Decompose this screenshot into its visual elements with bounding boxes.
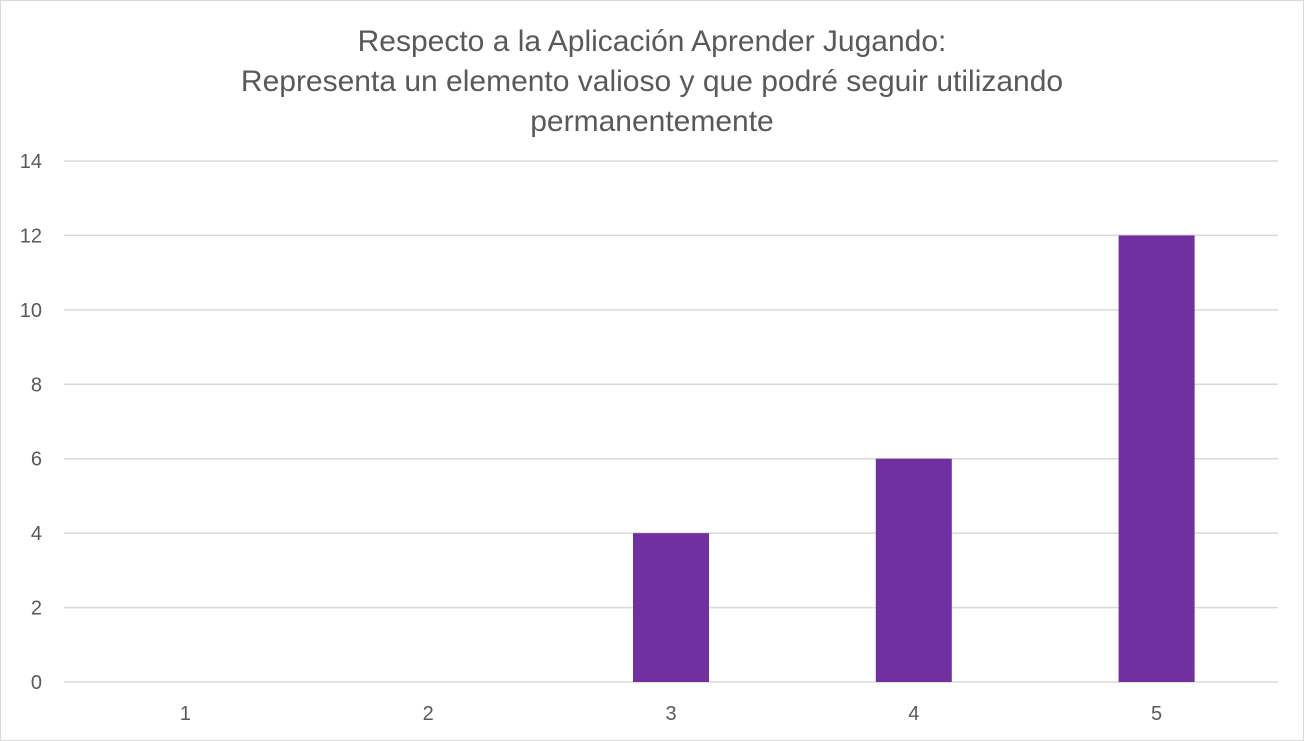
x-tick-label: 5 — [1151, 703, 1162, 725]
y-tick-label: 10 — [20, 300, 42, 322]
y-tick-label: 12 — [20, 225, 42, 247]
bar-4 — [875, 458, 952, 682]
y-tick-label: 2 — [31, 598, 42, 620]
chart-title-line-3: permanentemente — [530, 105, 774, 138]
y-tick-label: 0 — [31, 672, 42, 694]
x-axis-ticks: 1 2 3 4 5 — [180, 703, 1162, 725]
chart-title-line-1: Respecto a la Aplicación Aprender Jugand… — [357, 25, 947, 58]
y-tick-label: 4 — [31, 523, 42, 545]
x-tick-label: 4 — [908, 703, 919, 725]
x-tick-label: 3 — [665, 703, 676, 725]
bar-3 — [633, 533, 709, 682]
x-tick-label: 1 — [180, 703, 191, 725]
y-tick-label: 8 — [31, 374, 42, 396]
bars — [633, 235, 1195, 682]
y-tick-label: 14 — [20, 151, 42, 173]
chart-title: Respecto a la Aplicación Aprender Jugand… — [0, 22, 1304, 142]
x-tick-label: 2 — [423, 703, 434, 725]
y-tick-label: 6 — [31, 449, 42, 471]
chart-title-line-2: Representa un elemento valioso y que pod… — [240, 65, 1064, 98]
y-axis-ticks: 0 2 4 6 8 10 12 14 — [20, 151, 42, 694]
bar-5 — [1118, 235, 1195, 682]
